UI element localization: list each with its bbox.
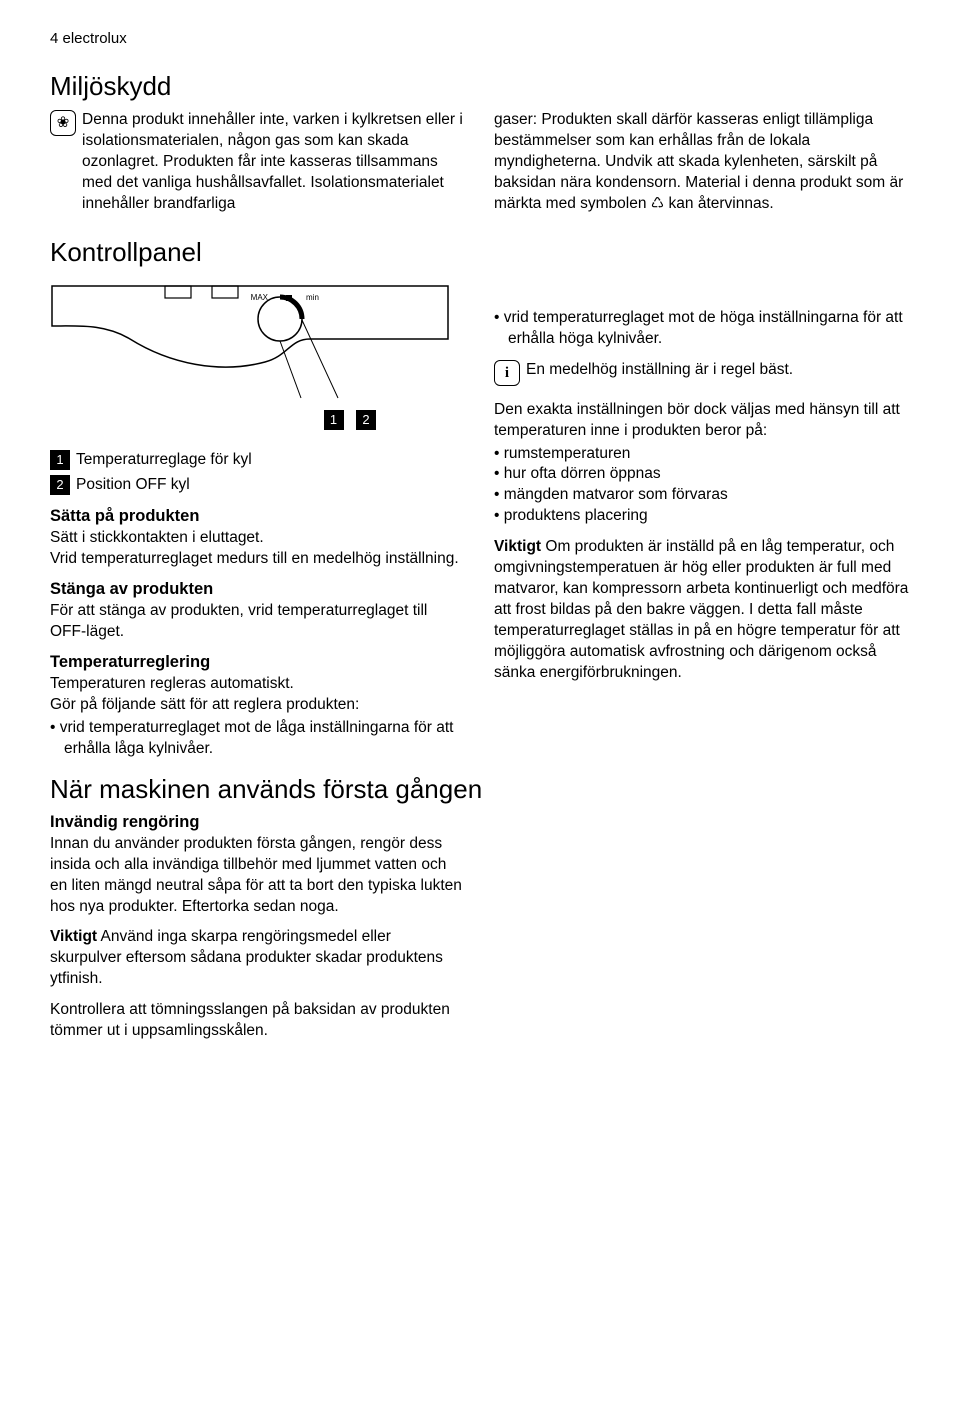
heading-stanga: Stänga av produkten bbox=[50, 580, 466, 599]
info-icon: i bbox=[494, 360, 520, 386]
flower-icon: ❀ bbox=[50, 110, 76, 136]
callout-badge-1: 1 bbox=[324, 410, 344, 430]
section-title-kontroll: Kontrollpanel bbox=[50, 237, 910, 268]
viktigt-label-2: Viktigt bbox=[50, 928, 97, 945]
kontroll-left-col: MAX min 1 2 1 Temperaturreglage för kyl 2… bbox=[50, 276, 466, 760]
viktigt-text-2: Använd inga skarpa rengöringsmedel eller… bbox=[50, 928, 443, 987]
para-viktigt-reng: Viktigt Använd inga skarpa rengöringsmed… bbox=[50, 927, 466, 990]
forsta-left-col: Invändig rengöring Innan du använder pro… bbox=[50, 813, 466, 1050]
factor-2: hur ofta dörren öppnas bbox=[494, 464, 910, 485]
info-note: i En medelhög inställning är i regel bäs… bbox=[494, 360, 910, 386]
tempreg-bullets-left: vrid temperaturreglaget mot de låga inst… bbox=[50, 718, 466, 760]
para-tempreg: Temperaturen regleras automatiskt. Gör p… bbox=[50, 674, 466, 716]
legend-text-1: Temperaturreglage för kyl bbox=[76, 451, 252, 468]
recycle-icon: ♺ bbox=[651, 194, 664, 214]
dial-min-label: min bbox=[306, 293, 319, 302]
kontroll-columns: MAX min 1 2 1 Temperaturreglage för kyl 2… bbox=[50, 276, 910, 760]
para-exakt: Den exakta inställningen bör dock väljas… bbox=[494, 400, 910, 442]
para-stanga: För att stänga av produkten, vrid temper… bbox=[50, 601, 466, 643]
tempreg-bullet-low: vrid temperaturreglaget mot de låga inst… bbox=[50, 718, 466, 760]
callout-badge-2: 2 bbox=[356, 410, 376, 430]
miljo-right-text-b: kan återvinnas. bbox=[664, 195, 773, 212]
tempreg-bullets-right: vrid temperaturreglaget mot de höga inst… bbox=[494, 308, 910, 350]
factor-3: mängden matvaror som förvaras bbox=[494, 485, 910, 506]
dial-callouts: 1 2 bbox=[50, 410, 466, 430]
dial-figure: MAX min 1 2 bbox=[50, 284, 466, 430]
kontroll-right-col: vrid temperaturreglaget mot de höga inst… bbox=[494, 276, 910, 760]
miljo-right-col: gaser: Produkten skall därför kasseras e… bbox=[494, 110, 910, 223]
dial-max-label: MAX bbox=[251, 293, 269, 302]
para-rengoring: Innan du använder produkten första gånge… bbox=[50, 834, 466, 918]
miljo-right-para: gaser: Produkten skall därför kasseras e… bbox=[494, 110, 910, 215]
factor-1: rumstemperaturen bbox=[494, 444, 910, 465]
tempreg-bullet-high: vrid temperaturreglaget mot de höga inst… bbox=[494, 308, 910, 350]
forsta-columns: Invändig rengöring Innan du använder pro… bbox=[50, 813, 910, 1050]
viktigt-text-1: Om produkten är inställd på en låg tempe… bbox=[494, 538, 908, 681]
page-header: 4 electrolux bbox=[50, 30, 910, 47]
heading-satta-pa: Sätta på produkten bbox=[50, 507, 466, 526]
heading-tempreg: Temperaturreglering bbox=[50, 653, 466, 672]
factor-4: produktens placering bbox=[494, 506, 910, 527]
heading-rengoring: Invändig rengöring bbox=[50, 813, 466, 832]
miljo-columns: ❀ Denna produkt innehåller inte, varken … bbox=[50, 110, 910, 223]
section-title-forsta: När maskinen används första gången bbox=[50, 774, 910, 805]
miljo-left-col: ❀ Denna produkt innehåller inte, varken … bbox=[50, 110, 466, 223]
para-viktigt-temp: Viktigt Om produkten är inställd på en l… bbox=[494, 537, 910, 683]
info-text: En medelhög inställning är i regel bäst. bbox=[526, 360, 793, 381]
miljo-left-text: Denna produkt innehåller inte, varken i … bbox=[82, 110, 466, 215]
forsta-right-col bbox=[494, 813, 910, 1050]
miljo-left-para-wrap: ❀ Denna produkt innehåller inte, varken … bbox=[50, 110, 466, 215]
dial-svg: MAX min bbox=[50, 284, 450, 404]
legend-text-2: Position OFF kyl bbox=[76, 476, 190, 493]
para-satta-pa: Sätt i stickkontakten i eluttaget. Vrid … bbox=[50, 528, 466, 570]
legend-1: 1 Temperaturreglage för kyl bbox=[50, 448, 466, 473]
legend-badge-2: 2 bbox=[50, 475, 70, 495]
legend-badge-1: 1 bbox=[50, 450, 70, 470]
factors-list: rumstemperaturen hur ofta dörren öppnas … bbox=[494, 444, 910, 528]
viktigt-label-1: Viktigt bbox=[494, 538, 541, 555]
legend-2: 2 Position OFF kyl bbox=[50, 473, 466, 498]
section-title-miljo: Miljöskydd bbox=[50, 71, 910, 102]
para-tomning: Kontrollera att tömningsslangen på baksi… bbox=[50, 1000, 466, 1042]
